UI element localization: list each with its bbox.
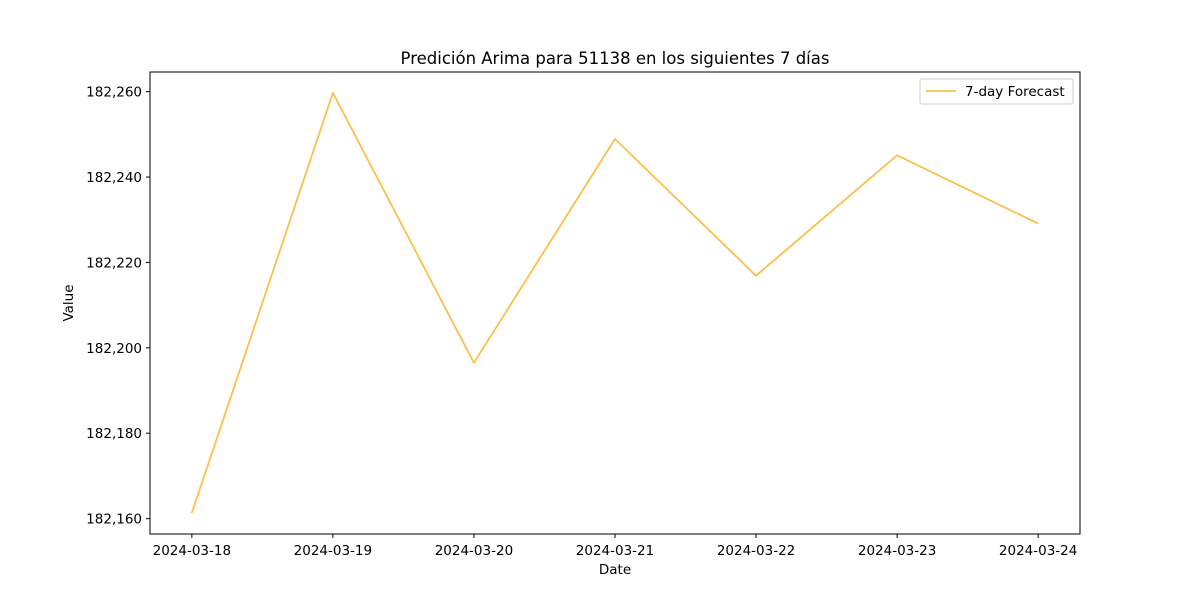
series-lines: [190, 92, 1039, 514]
x-axis-label: Date: [599, 562, 631, 578]
y-tick-label: 182,180: [86, 426, 142, 442]
x-tick-label: 2024-03-19: [294, 543, 372, 559]
y-tick-label: 182,160: [86, 512, 142, 528]
y-tick-label: 182,220: [86, 255, 142, 271]
y-tick-label: 182,200: [86, 341, 142, 357]
y-axis-label: Value: [61, 284, 77, 321]
y-tick-label: 182,260: [86, 85, 142, 101]
chart-title: Predición Arima para 51138 en los siguie…: [401, 49, 830, 68]
legend-label: 7-day Forecast: [965, 84, 1065, 100]
x-tick-label: 2024-03-20: [435, 543, 513, 559]
x-tick-label: 2024-03-23: [858, 543, 936, 559]
plot-frame: [149, 71, 1081, 535]
plot-area: [150, 72, 1080, 534]
x-tick-label: 2024-03-24: [999, 543, 1077, 559]
x-tick-label: 2024-03-21: [576, 543, 654, 559]
x-tick-label: 2024-03-18: [153, 543, 231, 559]
legend: 7-day Forecast: [919, 78, 1074, 105]
x-tick-label: 2024-03-22: [717, 543, 795, 559]
axis-ticks: 182,160 182,180 182,200 182,220 182,240 182,2…: [86, 85, 1077, 559]
legend-box: [919, 78, 1074, 105]
series-line-7-day-forecast: [190, 92, 1039, 514]
y-tick-label: 182,240: [86, 170, 142, 186]
